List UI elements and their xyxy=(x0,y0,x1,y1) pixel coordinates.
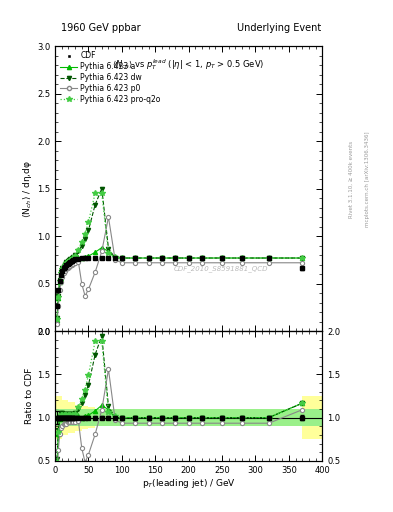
Text: 1960 GeV ppbar: 1960 GeV ppbar xyxy=(61,23,141,33)
Text: $\langle N_{ch}\rangle$ vs $p_T^{lead}$ (|$\eta$| < 1, $p_T$ > 0.5 GeV): $\langle N_{ch}\rangle$ vs $p_T^{lead}$ … xyxy=(112,57,265,72)
Text: Underlying Event: Underlying Event xyxy=(237,23,321,33)
Legend: CDF, Pythia 6.423 a, Pythia 6.423 dw, Pythia 6.423 p0, Pythia 6.423 pro-q2o: CDF, Pythia 6.423 a, Pythia 6.423 dw, Py… xyxy=(59,50,162,105)
Y-axis label: ⟨N$_{ch}$⟩ / dη,dφ: ⟨N$_{ch}$⟩ / dη,dφ xyxy=(21,160,34,218)
Text: CDF_2010_S8591881_QCD: CDF_2010_S8591881_QCD xyxy=(173,265,268,272)
Text: mcplots.cern.ch [arXiv:1306.3436]: mcplots.cern.ch [arXiv:1306.3436] xyxy=(365,132,370,227)
Text: Rivet 3.1.10, ≥ 400k events: Rivet 3.1.10, ≥ 400k events xyxy=(349,141,354,218)
Y-axis label: Ratio to CDF: Ratio to CDF xyxy=(25,368,34,424)
X-axis label: p$_T$(leading jet) / GeV: p$_T$(leading jet) / GeV xyxy=(142,477,235,490)
